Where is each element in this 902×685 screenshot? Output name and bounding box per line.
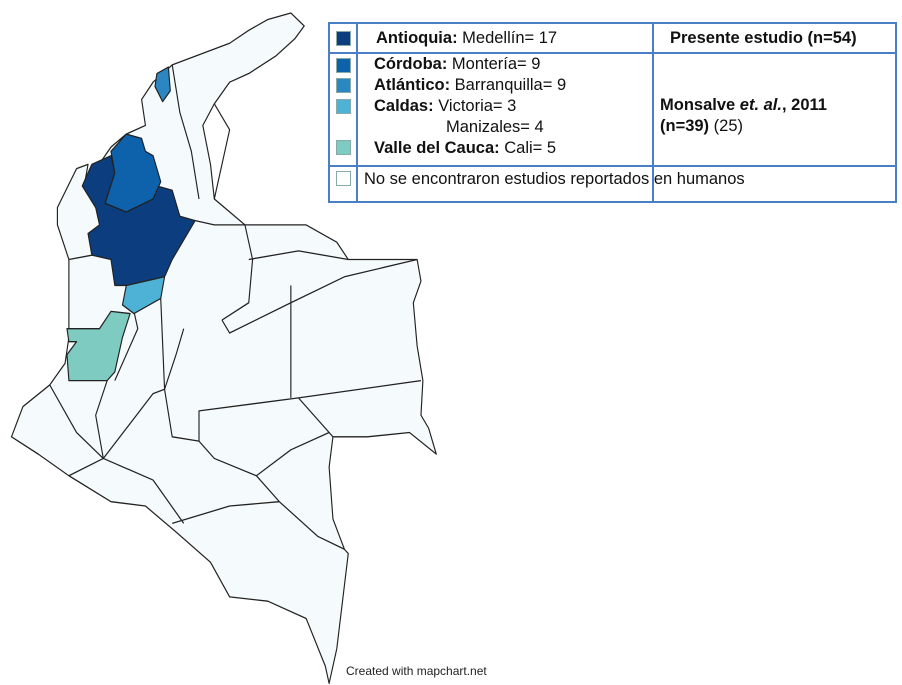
legend-row-cordoba: Córdoba: Montería= 9 [374, 55, 541, 73]
legend-row-atlantico: Atlántico: Barranquilla= 9 [374, 76, 567, 94]
legend: Antioquia: Medellín= 17 Córdoba: Monterí… [328, 22, 897, 203]
legend-swatch-atlantico [336, 78, 351, 93]
credit-text: Created with mapchart.net [346, 664, 487, 678]
study-monsalve: Monsalve et. al., 2011 [660, 96, 827, 114]
study-monsalve-n: (n=39) (25) [660, 117, 743, 135]
legend-row-manizales: Manizales= 4 [446, 118, 544, 136]
legend-row-none: No se encontraron estudios reportados en… [364, 170, 745, 188]
department-atlantico [154, 66, 171, 103]
legend-swatch-cordoba [336, 58, 351, 73]
legend-swatch-antioquia [336, 31, 351, 46]
department-borders [49, 64, 422, 550]
legend-swatch-caldas [336, 99, 351, 114]
department-valle-del-cauca [66, 310, 131, 382]
legend-row-valle: Valle del Cauca: Cali= 5 [374, 139, 557, 157]
legend-swatch-none [336, 171, 351, 186]
department-caldas [121, 276, 166, 315]
legend-row-antioquia: Antioquia: Medellín= 17 [376, 29, 558, 47]
study-presente: Presente estudio (n=54) [670, 29, 857, 47]
department-cordoba [104, 133, 162, 213]
legend-row-caldas: Caldas: Victoria= 3 [374, 97, 517, 115]
legend-swatch-valle [336, 140, 351, 155]
